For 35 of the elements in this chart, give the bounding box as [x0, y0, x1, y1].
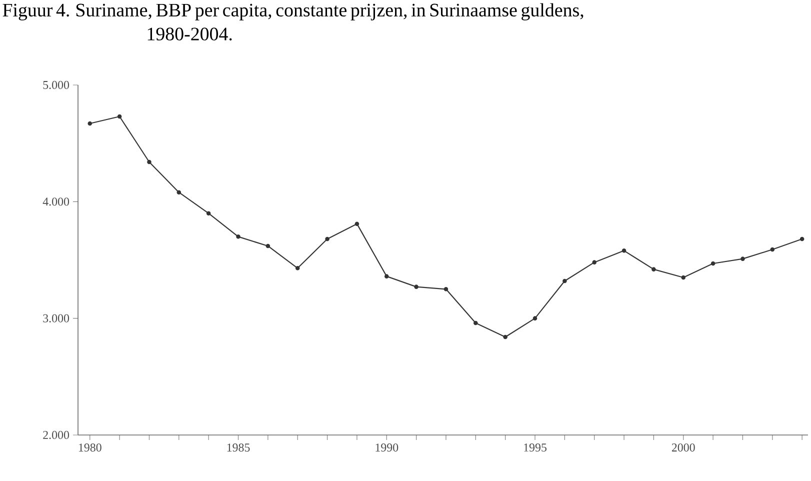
point: [206, 211, 211, 216]
x-tick-label: 1985: [227, 444, 250, 452]
point: [622, 248, 626, 253]
x-tick-label: 1990: [376, 444, 398, 452]
y-tick-label: 2.000: [43, 430, 70, 440]
point: [532, 316, 538, 320]
point: [652, 267, 656, 272]
point: [147, 160, 152, 164]
x-tick-label: 1980: [78, 444, 102, 452]
point: [740, 256, 745, 261]
point: [474, 320, 478, 326]
point: [266, 244, 270, 248]
point: [592, 260, 596, 264]
point: [236, 234, 240, 239]
y-tick-label: 4.000: [42, 198, 70, 206]
y-tick-label: 3.000: [43, 314, 70, 322]
point: [325, 236, 330, 242]
point: [354, 222, 360, 226]
point: [503, 334, 508, 340]
point: [800, 236, 804, 242]
point: [384, 274, 389, 278]
point: [770, 247, 775, 252]
point: [562, 278, 567, 284]
y-tick-label: 5.000: [43, 80, 70, 90]
point: [710, 261, 716, 266]
x-tick-label: 2000: [672, 444, 695, 452]
point: [295, 266, 300, 270]
point: [88, 121, 92, 126]
x-tick-label: 1995: [524, 444, 546, 452]
point: [681, 275, 686, 280]
chart-title: Figuur 4. Suriname, BBP per capita, constante prijzen, in Surinaamse guldens, 1980-2004.: [2, 3, 584, 41]
point: [176, 190, 182, 194]
point: [414, 284, 418, 289]
point: [444, 287, 448, 292]
point: [117, 114, 122, 119]
